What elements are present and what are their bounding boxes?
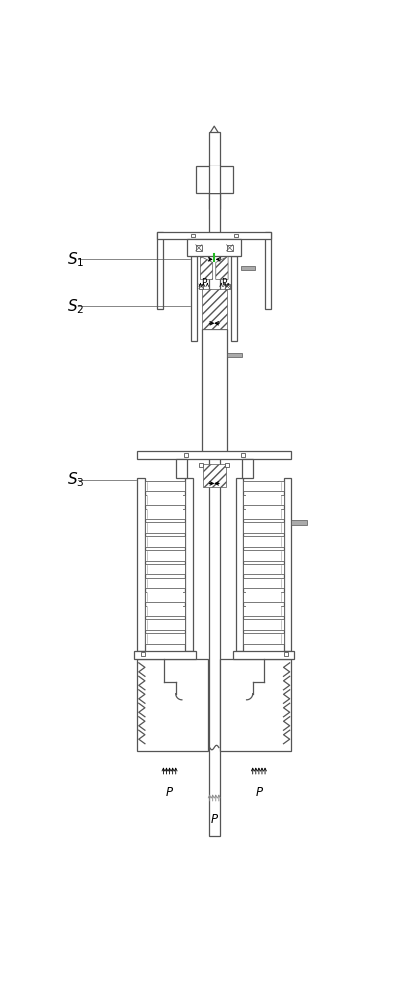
Bar: [243, 592, 283, 602]
Bar: [283, 478, 291, 651]
Bar: [157, 232, 163, 309]
Polygon shape: [202, 289, 227, 329]
Bar: [145, 536, 185, 547]
Bar: [241, 453, 245, 457]
Bar: [145, 522, 185, 533]
Bar: [209, 166, 219, 193]
Bar: [225, 463, 229, 467]
Bar: [234, 234, 238, 237]
Bar: [145, 578, 185, 588]
Bar: [246, 606, 281, 615]
Bar: [137, 659, 208, 751]
Bar: [147, 551, 183, 560]
Text: P: P: [166, 786, 173, 799]
Bar: [243, 481, 283, 491]
Bar: [145, 633, 185, 644]
Bar: [227, 353, 242, 357]
Bar: [134, 651, 196, 659]
Text: $S_1$: $S_1$: [67, 250, 84, 269]
Bar: [191, 234, 195, 237]
Bar: [187, 239, 241, 256]
Bar: [141, 652, 145, 656]
Text: $S_2$: $S_2$: [67, 297, 84, 316]
Bar: [137, 451, 291, 459]
Bar: [246, 634, 281, 643]
Bar: [145, 550, 185, 561]
Bar: [176, 459, 186, 478]
Bar: [243, 619, 283, 630]
Bar: [145, 592, 185, 602]
Bar: [246, 537, 281, 546]
Bar: [145, 481, 185, 491]
Text: P: P: [255, 786, 263, 799]
Bar: [209, 132, 219, 209]
Bar: [246, 620, 281, 629]
Bar: [227, 245, 233, 251]
Bar: [241, 266, 255, 270]
Bar: [145, 564, 185, 574]
Bar: [243, 578, 283, 588]
Bar: [220, 659, 291, 751]
Bar: [246, 495, 281, 504]
Text: P: P: [201, 278, 207, 287]
Bar: [202, 329, 227, 455]
Bar: [243, 495, 283, 505]
Bar: [246, 551, 281, 560]
Polygon shape: [200, 256, 213, 279]
Bar: [147, 634, 183, 643]
Bar: [199, 463, 203, 467]
Bar: [185, 478, 193, 651]
Bar: [145, 606, 185, 616]
Bar: [265, 232, 271, 309]
Bar: [225, 284, 229, 289]
Bar: [243, 522, 283, 533]
Bar: [147, 537, 183, 546]
Bar: [246, 592, 281, 601]
Bar: [236, 478, 243, 651]
Bar: [145, 619, 185, 630]
Bar: [147, 523, 183, 532]
Text: P: P: [222, 278, 227, 287]
Bar: [147, 495, 183, 504]
Bar: [209, 193, 219, 836]
Bar: [196, 166, 233, 193]
Bar: [147, 565, 183, 574]
Bar: [231, 256, 237, 341]
Bar: [147, 606, 183, 615]
Bar: [243, 633, 283, 644]
Bar: [191, 256, 197, 341]
Bar: [184, 453, 188, 457]
Bar: [145, 495, 185, 505]
Bar: [246, 523, 281, 532]
Bar: [137, 478, 145, 651]
Text: $S_3$: $S_3$: [67, 471, 85, 489]
Bar: [147, 482, 183, 490]
Bar: [243, 536, 283, 547]
Bar: [243, 564, 283, 574]
Bar: [243, 606, 283, 616]
Bar: [147, 592, 183, 601]
Bar: [233, 651, 294, 659]
Bar: [199, 284, 204, 289]
Bar: [246, 579, 281, 587]
Bar: [242, 459, 253, 478]
Bar: [246, 482, 281, 490]
Bar: [147, 620, 183, 629]
Bar: [145, 509, 185, 519]
Bar: [147, 509, 183, 518]
Text: P: P: [211, 813, 218, 826]
Bar: [157, 232, 271, 239]
Polygon shape: [203, 464, 226, 487]
Bar: [196, 245, 202, 251]
Bar: [246, 509, 281, 518]
Bar: [243, 550, 283, 561]
Bar: [284, 652, 288, 656]
Bar: [246, 565, 281, 574]
Polygon shape: [216, 256, 228, 279]
Bar: [147, 579, 183, 587]
Bar: [291, 520, 307, 525]
Bar: [243, 509, 283, 519]
